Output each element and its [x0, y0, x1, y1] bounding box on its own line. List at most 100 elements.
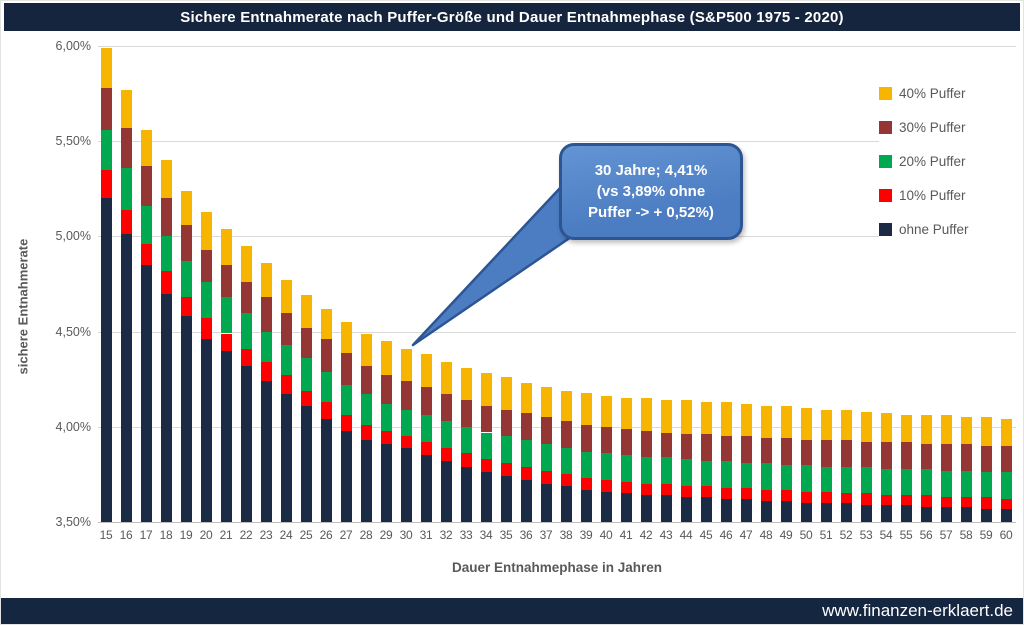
bar-52-20-puffer: [840, 466, 852, 494]
bar-26-30-puffer: [320, 339, 332, 372]
bar-44-30-puffer: [680, 434, 692, 460]
bar-33-ohne-puffer: [460, 466, 472, 522]
bar-53-ohne-puffer: [860, 504, 872, 522]
bar-20-ohne-puffer: [200, 339, 212, 522]
bar-55-10-puffer: [900, 495, 912, 505]
bar-48-30-puffer: [760, 438, 772, 463]
bar-31-20-puffer: [420, 415, 432, 443]
bar-19-40-puffer: [180, 190, 192, 225]
bar-29-20-puffer: [380, 403, 392, 431]
x-tick-label: 19: [179, 528, 193, 542]
x-tick-label: 53: [859, 528, 873, 542]
legend-swatch-icon: [879, 222, 892, 236]
gridline: [98, 141, 1016, 143]
bar-16-20-puffer: [120, 167, 132, 210]
legend-item: 40% Puffer: [879, 83, 1021, 103]
gridline: [98, 426, 1016, 428]
chart-legend: 40% Puffer 30% Puffer 20% Puffer 10% Puffer…: [879, 79, 1021, 239]
bar-42-10-puffer: [640, 483, 652, 496]
y-tick-label: 5,00%: [55, 229, 91, 244]
bar-54-ohne-puffer: [880, 504, 892, 522]
bar-60-30-puffer: [1000, 445, 1012, 473]
x-tick-label: 55: [899, 528, 913, 542]
bar-50-ohne-puffer: [800, 502, 812, 522]
bar-39-30-puffer: [580, 424, 592, 452]
bar-18-30-puffer: [160, 198, 172, 237]
bar-26-ohne-puffer: [320, 419, 332, 522]
bar-40-30-puffer: [600, 426, 612, 454]
x-tick-label: 39: [579, 528, 593, 542]
bar-25-30-puffer: [300, 327, 312, 359]
bar-37-40-puffer: [540, 386, 552, 418]
bar-51-10-puffer: [820, 491, 832, 503]
bar-54-30-puffer: [880, 442, 892, 469]
bar-59-20-puffer: [980, 472, 992, 498]
callout-line-1: 30 Jahre; 4,41%: [594, 161, 708, 179]
bar-45-ohne-puffer: [700, 497, 712, 522]
bar-57-ohne-puffer: [940, 506, 952, 522]
bar-40-ohne-puffer: [600, 491, 612, 522]
bar-20-10-puffer: [200, 318, 212, 340]
bar-45-40-puffer: [700, 402, 712, 435]
x-tick-label: 42: [639, 528, 653, 542]
bar-58-ohne-puffer: [960, 506, 972, 522]
legend-label: ohne Puffer: [899, 221, 969, 237]
bar-52-ohne-puffer: [840, 502, 852, 522]
x-tick-label: 54: [879, 528, 893, 542]
x-tick-label: 28: [359, 528, 373, 542]
x-tick-label: 25: [299, 528, 313, 542]
bar-55-30-puffer: [900, 442, 912, 469]
bar-47-ohne-puffer: [740, 499, 752, 522]
bar-53-10-puffer: [860, 493, 872, 505]
bar-34-20-puffer: [480, 432, 492, 460]
bar-41-10-puffer: [620, 482, 632, 494]
x-tick-label: 36: [519, 528, 533, 542]
footer-url: www.finanzen-erklaert.de: [822, 601, 1013, 620]
bar-41-ohne-puffer: [620, 493, 632, 522]
bar-15-ohne-puffer: [100, 198, 112, 522]
legend-swatch-icon: [879, 86, 892, 100]
bar-37-10-puffer: [540, 470, 552, 484]
x-tick-label: 29: [379, 528, 393, 542]
bar-30-10-puffer: [400, 436, 412, 448]
bar-40-10-puffer: [600, 480, 612, 492]
bar-58-30-puffer: [960, 443, 972, 471]
bar-21-40-puffer: [220, 228, 232, 265]
x-tick-label: 60: [999, 528, 1013, 542]
x-tick-label: 56: [919, 528, 933, 542]
bar-59-ohne-puffer: [980, 508, 992, 522]
y-tick-label: 4,00%: [55, 419, 91, 434]
bar-46-ohne-puffer: [720, 499, 732, 522]
bar-48-40-puffer: [760, 405, 772, 439]
bar-27-10-puffer: [340, 415, 352, 431]
x-tick-label: 46: [719, 528, 733, 542]
y-axis-title: sichere Entnahmerate: [15, 238, 31, 375]
bar-37-20-puffer: [540, 443, 552, 471]
bar-45-20-puffer: [700, 461, 712, 486]
bar-19-10-puffer: [180, 297, 192, 317]
bar-35-20-puffer: [500, 436, 512, 463]
legend-label: 20% Puffer: [899, 153, 966, 169]
bar-47-20-puffer: [740, 462, 752, 488]
bar-21-20-puffer: [220, 297, 232, 334]
bar-55-ohne-puffer: [900, 504, 912, 522]
bar-57-20-puffer: [940, 470, 952, 498]
x-tick-label: 47: [739, 528, 753, 542]
bar-32-30-puffer: [440, 394, 452, 422]
bar-28-40-puffer: [360, 333, 372, 366]
bar-15-20-puffer: [100, 129, 112, 170]
bar-28-10-puffer: [360, 424, 372, 441]
bar-38-ohne-puffer: [560, 485, 572, 522]
x-tick-label: 21: [219, 528, 233, 542]
bar-27-30-puffer: [340, 352, 352, 385]
bar-44-40-puffer: [680, 400, 692, 435]
bar-20-20-puffer: [200, 282, 212, 319]
x-tick-label: 40: [599, 528, 613, 542]
bar-46-10-puffer: [720, 487, 732, 500]
legend-swatch-icon: [879, 188, 892, 202]
bar-48-20-puffer: [760, 462, 772, 490]
x-tick-label: 50: [799, 528, 813, 542]
bar-51-20-puffer: [820, 466, 832, 492]
y-tick-label: 3,50%: [55, 515, 91, 529]
bar-32-ohne-puffer: [440, 461, 452, 522]
